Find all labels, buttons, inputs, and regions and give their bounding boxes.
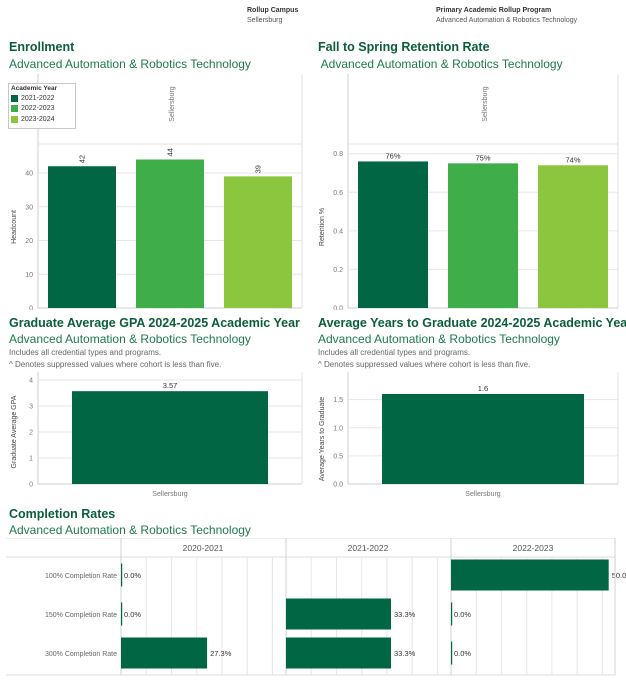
years-note-credentials: Includes all credential types and progra… xyxy=(318,348,471,357)
bar-value-label: 39 xyxy=(254,165,263,173)
bar-value-label: 75% xyxy=(475,153,490,162)
y-tick-label: 0.5 xyxy=(333,453,343,460)
bar xyxy=(451,641,453,665)
column-header: 2021-2022 xyxy=(348,543,389,553)
bar xyxy=(286,637,392,669)
years-chart: 0.0 0.5 1.0 1.5 Average Years to Graduate 1.6… xyxy=(319,372,619,498)
retention-title: Fall to Spring Retention Rate xyxy=(318,40,490,54)
bar-value-label: 0.0% xyxy=(124,610,141,619)
row-label: 300% Completion Rate xyxy=(45,651,117,658)
bar xyxy=(286,598,392,630)
gpa-chart: 0 1 2 3 4 Graduate Average GPA 3.57 Sellersburg xyxy=(11,372,303,498)
bar-value-label: 50.0% xyxy=(612,571,626,580)
bar xyxy=(72,391,268,484)
bar-value-label: 33.3% xyxy=(394,610,416,619)
panel-header-label: Sellersburg xyxy=(482,86,489,122)
bar-value-label: 42 xyxy=(78,155,87,163)
retention-chart: 0.0 0.2 0.4 0.6 0.8 Retention % Sellersburg 76%… xyxy=(319,74,619,311)
y-axis-title: Retention % xyxy=(319,208,326,246)
y-axis-title: Graduate Average GPA xyxy=(11,395,18,468)
program-filter-value[interactable]: Advanced Automation & Robotics Technolog… xyxy=(436,17,578,24)
y-axis-title: Headcount xyxy=(11,210,18,244)
bar xyxy=(358,161,428,308)
panel-header-label: Sellersburg xyxy=(169,86,176,122)
y-axis-title: Average Years to Graduate xyxy=(319,397,326,481)
bar xyxy=(451,559,609,591)
retention-subtitle: Advanced Automation & Robotics Technolog… xyxy=(318,57,563,71)
bar xyxy=(448,163,518,308)
years-note-suppressed: ^ Denotes suppressed values where cohort… xyxy=(318,360,531,369)
y-tick-label: 0.6 xyxy=(333,190,343,197)
campus-filter-value[interactable]: Sellersburg xyxy=(247,17,283,24)
x-category-label: Sellersburg xyxy=(152,491,188,498)
y-tick-label: 20 xyxy=(25,238,33,245)
column-header: 2022-2023 xyxy=(513,543,554,553)
gpa-note-suppressed: ^ Denotes suppressed values where cohort… xyxy=(9,360,222,369)
legend-item[interactable]: 2021-2022 xyxy=(11,93,73,104)
y-tick-label: 10 xyxy=(25,272,33,279)
bar xyxy=(382,394,584,484)
legend-label: 2023-2024 xyxy=(21,115,55,123)
completion-chart: 100% Completion Rate 150% Completion Rate… xyxy=(6,538,626,676)
y-tick-label: 0.4 xyxy=(333,228,343,235)
bar-value-label: 74% xyxy=(565,155,580,164)
enrollment-title: Enrollment xyxy=(9,40,75,54)
enrollment-legend: Academic Year 2021-2022 2022-2023 2023-2… xyxy=(8,83,76,129)
y-tick-label: 0.0 xyxy=(333,482,343,489)
column-header: 2020-2021 xyxy=(183,543,224,553)
bar xyxy=(121,602,123,626)
campus-filter-label: Rollup Campus xyxy=(247,7,299,14)
bar xyxy=(538,165,608,308)
y-tick-label: 0.0 xyxy=(333,306,343,311)
enrollment-subtitle: Advanced Automation & Robotics Technolog… xyxy=(9,57,251,71)
y-tick-label: 40 xyxy=(25,171,33,178)
legend-swatch xyxy=(11,115,18,123)
bar-value-label: 76% xyxy=(385,151,400,160)
y-tick-label: 3 xyxy=(29,404,33,411)
y-tick-label: 1.5 xyxy=(333,397,343,404)
gpa-note-credentials: Includes all credential types and progra… xyxy=(9,348,162,357)
legend-swatch xyxy=(11,105,18,113)
row-label: 150% Completion Rate xyxy=(45,612,117,619)
y-tick-label: 0 xyxy=(29,306,33,311)
bar-value-label: 1.6 xyxy=(478,384,488,393)
row-label: 100% Completion Rate xyxy=(45,573,117,580)
gpa-title: Graduate Average GPA 2024-2025 Academic … xyxy=(9,316,300,330)
bar-value-label: 3.57 xyxy=(163,381,178,390)
bar-value-label: 0.0% xyxy=(124,571,141,580)
y-tick-label: 2 xyxy=(29,430,33,437)
completion-subtitle: Advanced Automation & Robotics Technolog… xyxy=(9,523,251,537)
completion-title: Completion Rates xyxy=(9,507,116,521)
y-tick-label: 4 xyxy=(29,378,33,385)
bar xyxy=(121,637,208,669)
bar xyxy=(451,602,453,626)
bar-value-label: 0.0% xyxy=(454,610,471,619)
enrollment-chart: 0 10 20 30 40 Headcount Sellersburg 42 44 39 xyxy=(11,74,303,311)
legend-item[interactable]: 2022-2023 xyxy=(11,104,73,115)
bar-value-label: 27.3% xyxy=(210,649,232,658)
bar xyxy=(136,159,204,308)
program-filter-label: Primary Academic Rollup Program xyxy=(436,7,552,14)
years-subtitle: Advanced Automation & Robotics Technolog… xyxy=(318,332,560,346)
gpa-subtitle: Advanced Automation & Robotics Technolog… xyxy=(9,332,251,346)
y-tick-label: 1 xyxy=(29,456,33,463)
y-tick-label: 0.8 xyxy=(333,151,343,158)
y-tick-label: 0 xyxy=(29,482,33,489)
bar-value-label: 44 xyxy=(166,148,175,156)
bar-value-label: 33.3% xyxy=(394,649,416,658)
legend-title: Academic Year xyxy=(11,85,58,92)
bar-value-label: 0.0% xyxy=(454,649,471,658)
legend-label: 2021-2022 xyxy=(21,94,55,102)
legend-label: 2022-2023 xyxy=(21,105,55,113)
years-title: Average Years to Graduate 2024-2025 Acad… xyxy=(318,316,626,330)
y-tick-label: 1.0 xyxy=(333,425,343,432)
bar xyxy=(121,563,123,587)
x-category-label: Sellersburg xyxy=(465,491,501,498)
bar xyxy=(48,166,116,308)
y-tick-label: 30 xyxy=(25,204,33,211)
legend-item[interactable]: 2023-2024 xyxy=(11,114,73,125)
legend-swatch xyxy=(11,94,18,102)
bar xyxy=(224,176,292,308)
y-tick-label: 0.2 xyxy=(333,267,343,274)
